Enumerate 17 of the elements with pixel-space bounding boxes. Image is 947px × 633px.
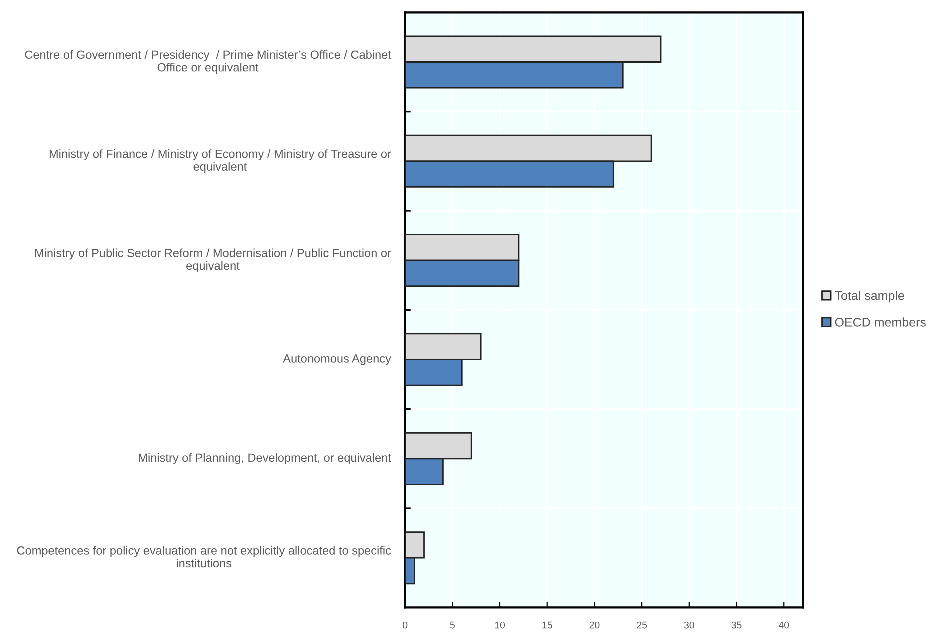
y-tick-label: Ministry of Public Sector Reform / Modernisation / Public Function or equivalent [35, 248, 392, 272]
x-tick-label: 10 [495, 622, 506, 629]
x-tick-label: 15 [542, 622, 552, 629]
y-tick-label: Competences for policy evaluation are not explicitly allocated to specific institutions [17, 546, 392, 568]
x-tick-label: 0 [402, 622, 408, 629]
x-tick-label: 35 [732, 622, 742, 629]
y-tick-label: Centre of Government / Presidency / Prime Minister’s Office / Cabinet Office or equivalent [25, 50, 392, 74]
y-tick-label: Autonomous Agency [283, 354, 392, 366]
x-tick-label: 30 [684, 622, 694, 629]
x-tick-label: 40 [778, 622, 790, 629]
legend-label: Total sample [835, 291, 904, 303]
x-tick-label: 5 [450, 622, 455, 629]
y-tick-label: Ministry of Finance / Ministry of Economy / Ministry of Treasure or equivalent [50, 150, 392, 174]
x-tick-label: 20 [590, 622, 600, 629]
y-tick-label: Ministry of Planning, Development, or equivalent [139, 453, 392, 464]
legend-label: OECD members [835, 318, 926, 327]
x-tick-label: 25 [637, 622, 648, 629]
